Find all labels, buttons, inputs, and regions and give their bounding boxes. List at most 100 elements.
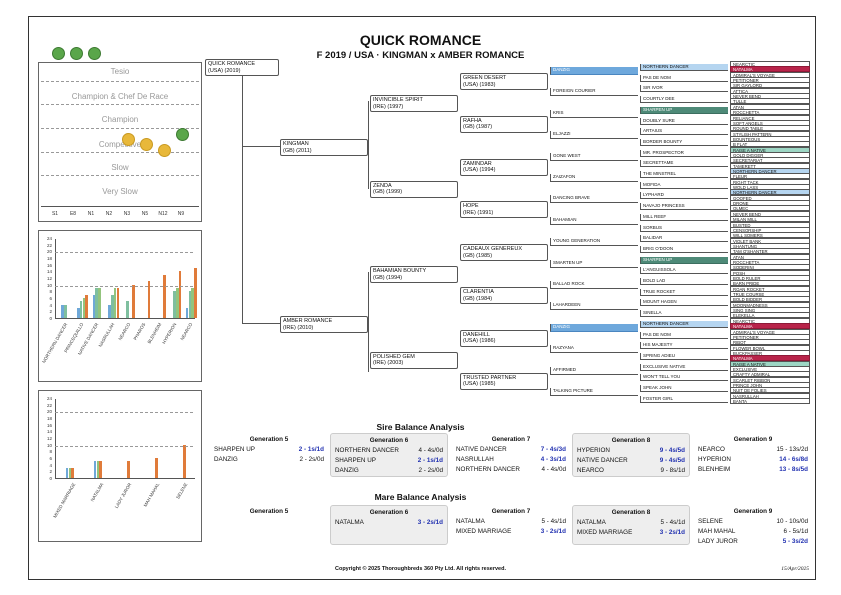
chart-plot-area <box>55 239 197 319</box>
pedigree-gen3-name: TRUSTED PARTNER <box>463 374 517 381</box>
pedigree-gen5-name: BOLD LAD <box>640 278 728 285</box>
pedigree-gen5-name: SORBUS <box>640 224 728 232</box>
pedigree-gen5-name: NORTHERN DANCER <box>640 64 728 71</box>
chart-y-tick: 8 <box>49 289 52 295</box>
balance-ancestor-count: 5 - 4s/1d <box>660 519 685 526</box>
chart-bar <box>95 288 98 318</box>
chart-category-label: NATALMA <box>89 482 105 503</box>
pedigree-gen3-name: ZAMINDAR <box>463 160 492 167</box>
balance-ancestor-name: HYPERION <box>577 447 610 454</box>
rating-band-label: Slow <box>111 163 129 172</box>
chart-y-tick: 22 <box>46 242 52 248</box>
pedigree-gen3-name: GREEN DESERT <box>463 75 507 81</box>
chart-bar <box>108 304 111 318</box>
balance-row: NATALMA 5 - 4s/1d <box>452 517 570 527</box>
pedigree-gen5-name: FOSTER GIRL <box>640 395 728 403</box>
rating-top-dot <box>88 47 101 60</box>
balance-generation-heading: Generation 5 <box>249 436 289 443</box>
pedigree-gen4-name: TALKING PICTURE <box>550 388 638 396</box>
pedigree-gen3-detail: (USA) (1985) <box>463 381 496 388</box>
balance-ancestor-name: LADY JUROR <box>698 538 738 545</box>
pedigree-gen2-box: ZENDA (GB) (1999) <box>370 180 458 198</box>
champion-dot <box>176 128 189 141</box>
balance-row: MAH MAHAL 6 - 5s/1d <box>694 527 812 537</box>
pedigree-gen6-name: BANTA <box>730 398 810 405</box>
chart-gridline <box>55 412 193 414</box>
rating-band-label: Very Slow <box>102 187 138 196</box>
rating-top-dot <box>52 47 65 60</box>
rating-divider <box>41 152 199 153</box>
pedigree-gen3-name: RAFHA <box>463 117 482 124</box>
rating-divider <box>41 81 199 82</box>
balance-generation-column: Generation 7 NATALMA 5 - 4s/1d MIXED MARRIA… <box>452 505 570 545</box>
chart-y-tick: 14 <box>46 269 52 275</box>
balance-ancestor-name: BLENHEIM <box>698 466 731 473</box>
chart-bar <box>64 304 67 318</box>
balance-ancestor-count: 9 - 4s/5d <box>659 457 685 464</box>
mare-balance-title: Mare Balance Analysis <box>374 492 467 502</box>
pedigree-gen3-box: HOPE (IRE) (1991) <box>460 201 548 219</box>
balance-generation-column: Generation 8 NATALMA 5 - 4s/1d MIXED MARRIA… <box>572 505 690 545</box>
pedigree-gen5-name: BALIDAR <box>640 235 728 243</box>
pedigree-gen5-name: LYPHARD <box>640 192 728 200</box>
chart-y-tick: 20 <box>46 409 52 415</box>
pedigree-gen5-name: SINELLA <box>640 310 728 318</box>
pedigree-gen5-name: SECRETTAME <box>640 160 728 168</box>
chart-bar <box>113 288 117 318</box>
rating-band-label: Tesio <box>110 67 130 76</box>
chart-bar <box>110 294 114 318</box>
chart-y-tick: 10 <box>46 282 52 288</box>
balance-ancestor-name: NEARCO <box>577 467 604 474</box>
pedigree-gen3-detail: (USA) (1983) <box>463 81 496 88</box>
chart-bar <box>71 468 74 478</box>
balance-row: HYPERION 14 - 6s/8d <box>694 455 812 465</box>
chart-bar <box>85 294 88 318</box>
pedigree-gen2-detail: (GB) (1999) <box>373 189 403 196</box>
pedigree-gen5-name: PAS DE NOM <box>640 74 728 82</box>
chart-bar <box>132 284 135 318</box>
pedigree-gen3-box: GREEN DESERT (USA) (1983) <box>460 73 548 90</box>
sire-line-chart: 24 22 20 18 16 14 12 10 8 6 4 2 0 NORTHERN DANCER PRIN… <box>38 230 202 382</box>
balance-generation-heading: Generation 8 <box>611 509 651 516</box>
pedigree-gen3-box: CLARENTIA (GB) (1984) <box>460 287 548 304</box>
pedigree-gen3-name: CADEAUX GENEREUX <box>463 246 522 253</box>
pedigree-gen3-detail: (GB) (1987) <box>463 124 493 131</box>
balance-ancestor-name: NORTHERN DANCER <box>456 466 520 473</box>
balance-generation-column: Generation 5 <box>210 505 328 545</box>
competitive-dot <box>122 133 135 146</box>
pedigree-gen4-name: RAZYANA <box>550 345 638 354</box>
chart-y-tick: 12 <box>46 436 52 441</box>
balance-row: NATIVE DANCER 7 - 4s/3d <box>452 445 570 455</box>
chart-bar <box>68 468 72 478</box>
pedigree-gen4-name: ZAIZAFON <box>550 174 638 182</box>
chart-y-tick: 2 <box>49 309 52 315</box>
balance-row: SHARPEN UP 2 - 1s/1d <box>210 445 328 455</box>
balance-ancestor-name: MIXED MARRIAGE <box>456 528 512 535</box>
pedigree-gen4-name: LAHARDEEN <box>550 302 638 311</box>
chart-category-label: SELENE <box>174 482 189 500</box>
balance-ancestor-name: NATIVE DANCER <box>456 446 507 453</box>
pedigree-connector <box>368 272 369 372</box>
balance-ancestor-name: DANZIG <box>214 456 238 463</box>
balance-generation-column: Generation 5 SHARPEN UP 2 - 1s/1d DANZIG 2 -… <box>210 433 328 477</box>
pedigree-gen3-detail: (USA) (1994) <box>463 167 496 174</box>
pedigree-gen3-box: TRUSTED PARTNER (USA) (1985) <box>460 372 548 390</box>
pedigree-gen5-name: SPEAK JOHN <box>640 385 728 392</box>
balance-row: LADY JUROR 5 - 3s/2d <box>694 537 812 547</box>
chart-y-tick: 6 <box>49 456 52 461</box>
balance-ancestor-name: NEARCO <box>698 446 725 453</box>
chart-bar <box>191 288 195 318</box>
balance-ancestor-name: NORTHERN DANCER <box>335 447 399 454</box>
rating-x-label: E8 <box>69 211 77 217</box>
chart-gridline <box>55 285 193 287</box>
pedigree-dam-name: AMBER ROMANCE <box>283 318 333 324</box>
balance-ancestor-count: 5 - 4s/1d <box>541 518 566 525</box>
balance-generation-heading: Generation 5 <box>249 508 289 515</box>
chart-gridline <box>55 445 193 447</box>
balance-ancestor-name: SELENE <box>698 518 723 525</box>
chart-bar <box>188 291 192 318</box>
pedigree-gen4-name: FOREIGN COURIER <box>550 88 638 97</box>
balance-generation-heading: Generation 7 <box>491 436 531 443</box>
pedigree-sire-detail: (GB) (2011) <box>283 147 312 154</box>
rating-top-dot <box>70 47 83 60</box>
